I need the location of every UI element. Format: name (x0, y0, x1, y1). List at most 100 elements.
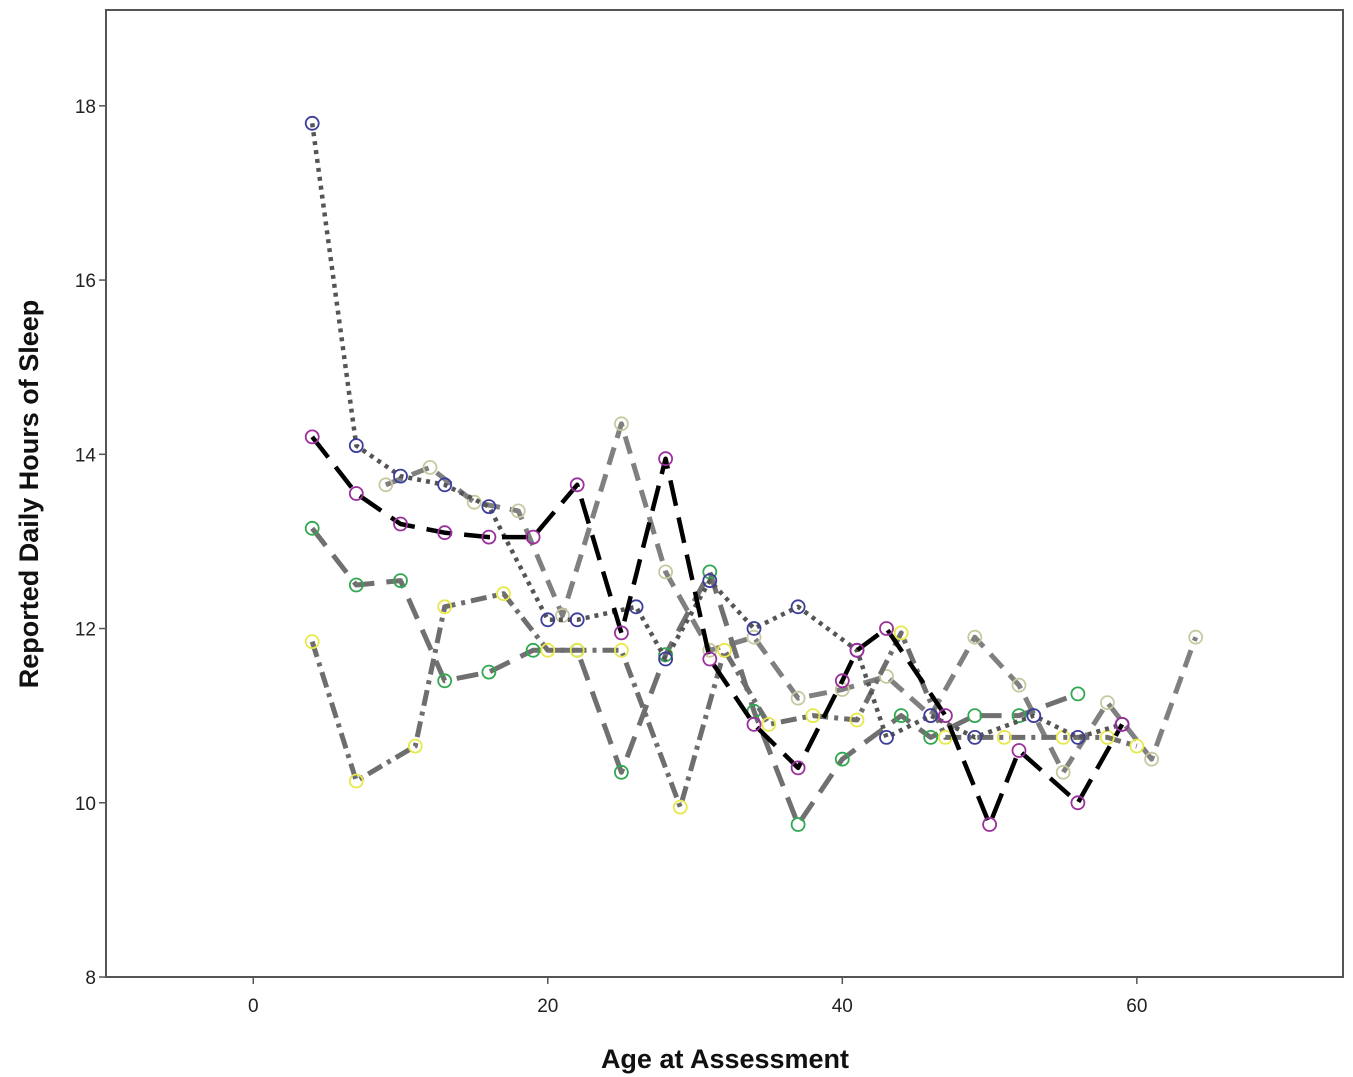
data-point (702, 642, 718, 658)
data-point (304, 634, 320, 649)
data-point (1114, 717, 1130, 732)
data-point (849, 712, 865, 728)
data-point (1129, 738, 1145, 754)
series-3 (304, 520, 1086, 832)
data-point (304, 520, 320, 536)
data-point (614, 642, 629, 658)
plot-area-frame (105, 9, 1344, 978)
series-layer (304, 115, 1204, 832)
data-point (510, 503, 526, 519)
data-point (805, 708, 821, 723)
series-line-1 (310, 435, 1125, 827)
data-point (938, 708, 953, 723)
data-point (1011, 743, 1027, 758)
x-tick-label: 40 (832, 996, 853, 1017)
data-point (879, 730, 894, 745)
y-tick-label: 12 (75, 620, 96, 641)
series-2 (304, 115, 1130, 745)
data-point (996, 730, 1012, 745)
data-point (481, 664, 497, 680)
data-point (481, 529, 497, 545)
data-point (893, 625, 909, 641)
data-point (525, 529, 541, 545)
data-point (967, 629, 983, 645)
data-point (761, 717, 777, 732)
data-point (1026, 708, 1042, 723)
data-point (437, 525, 453, 541)
data-point (879, 669, 894, 684)
data-point (658, 451, 673, 467)
data-point (569, 612, 585, 628)
data-point (407, 738, 423, 754)
y-tick-label: 14 (75, 445, 97, 466)
data-point (393, 573, 408, 588)
data-point (614, 625, 629, 641)
data-point (304, 115, 320, 131)
data-point (1011, 708, 1027, 723)
series-1 (304, 429, 1130, 832)
y-tick-label: 18 (75, 97, 96, 118)
data-point (746, 717, 762, 732)
data-point (967, 708, 983, 723)
data-point (746, 629, 762, 645)
data-point (437, 477, 453, 493)
data-point (569, 477, 585, 493)
data-point (1070, 795, 1086, 811)
data-point (790, 760, 806, 776)
y-tick-label: 8 (85, 968, 96, 989)
data-point (614, 416, 629, 432)
data-point (658, 564, 673, 580)
data-point (1144, 751, 1159, 767)
data-point (540, 612, 556, 628)
data-point (746, 621, 762, 636)
data-point (790, 599, 806, 615)
axis-ticks: 0 20 40 60 8 10 12 14 16 18 (75, 97, 1148, 1017)
x-tick-label: 60 (1126, 996, 1147, 1017)
data-point (879, 621, 894, 636)
data-point (422, 459, 438, 475)
x-axis-title: Age at Assessment (601, 1044, 849, 1074)
data-point (1055, 764, 1071, 780)
data-point (982, 817, 997, 832)
data-point (923, 708, 939, 723)
data-point (393, 468, 408, 484)
y-tick-label: 16 (75, 271, 96, 292)
y-axis-title: Reported Daily Hours of Sleep (14, 300, 44, 689)
data-point (540, 642, 556, 658)
data-point (496, 586, 512, 602)
data-point (569, 642, 585, 658)
data-point (437, 673, 453, 689)
data-point (1011, 677, 1027, 693)
data-point (393, 516, 408, 532)
data-point (717, 642, 732, 658)
x-tick-label: 0 (248, 996, 259, 1017)
data-point (702, 651, 718, 667)
data-point (378, 477, 394, 493)
series-line-4 (384, 421, 1199, 775)
data-point (893, 708, 909, 723)
data-point (348, 773, 364, 789)
data-point (348, 577, 364, 593)
data-point (923, 730, 939, 745)
data-point (614, 764, 629, 780)
data-point (437, 599, 453, 615)
data-point (304, 429, 320, 445)
data-point (967, 730, 983, 745)
data-point (481, 499, 497, 515)
series-line-2 (309, 122, 1123, 740)
data-point (849, 642, 865, 658)
data-point (790, 690, 806, 706)
data-point (1100, 695, 1115, 710)
data-point (702, 573, 718, 588)
series-line-3 (310, 526, 1079, 827)
data-point (348, 438, 364, 454)
x-tick-label: 20 (537, 996, 558, 1017)
data-point (1070, 686, 1086, 702)
data-point (1188, 629, 1204, 645)
series-line-5 (309, 591, 1138, 810)
data-point (834, 673, 850, 689)
y-tick-label: 10 (75, 794, 96, 815)
data-point (834, 751, 850, 767)
data-point (658, 651, 673, 667)
